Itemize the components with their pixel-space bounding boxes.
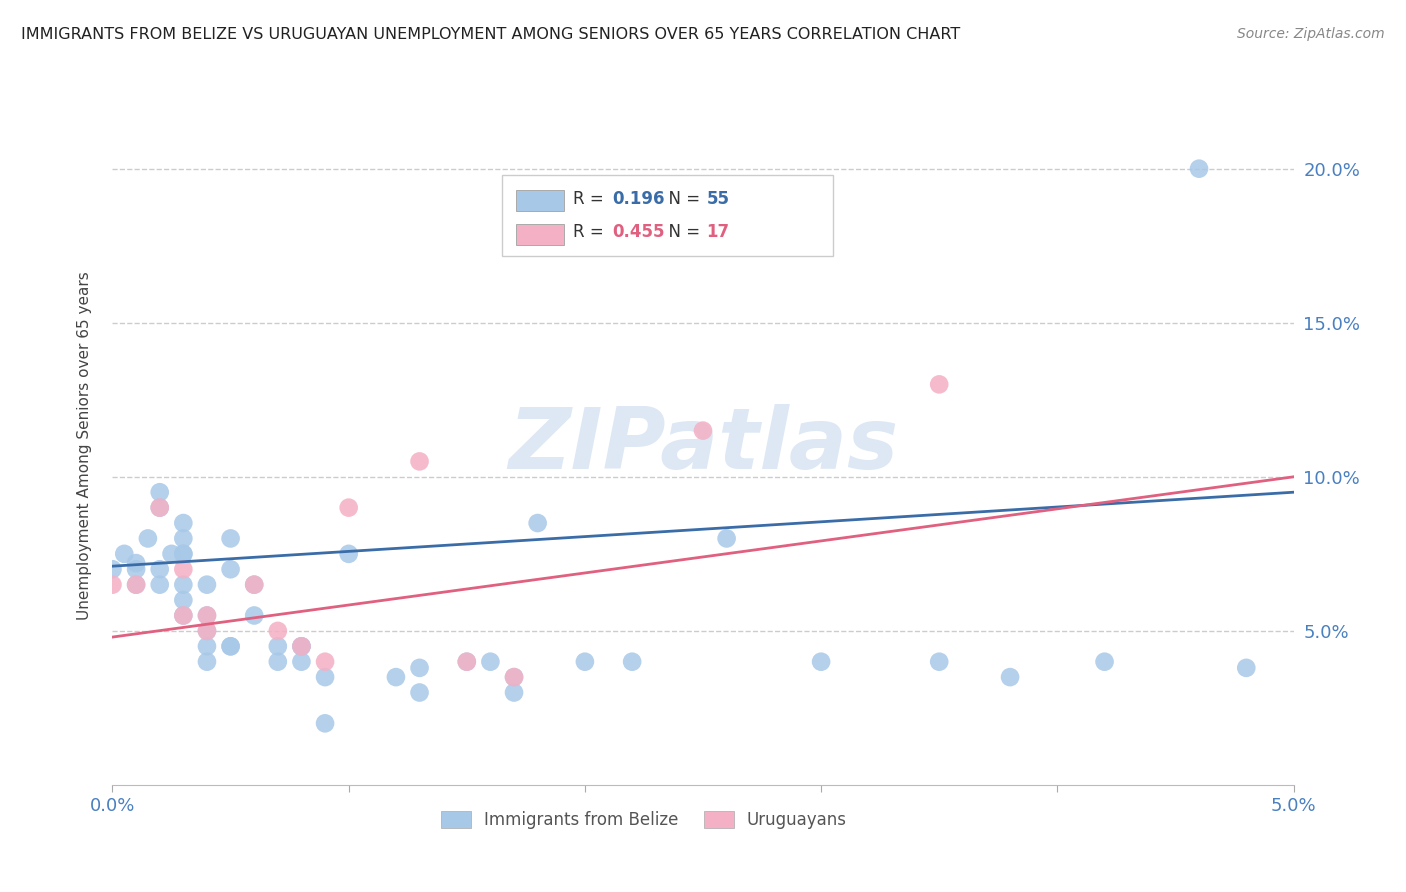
Point [810, 655, 832, 669]
Point [456, 655, 478, 669]
Point [267, 655, 290, 669]
Point [172, 547, 194, 561]
Point [408, 685, 430, 699]
Point [136, 532, 159, 546]
Point [668, 223, 690, 237]
Point [195, 608, 218, 623]
Point [195, 640, 218, 654]
Point [149, 577, 172, 591]
Point [195, 624, 218, 638]
Point [337, 500, 360, 515]
Point [219, 640, 242, 654]
Point [172, 593, 194, 607]
Point [149, 500, 172, 515]
Point [267, 640, 290, 654]
Point [219, 562, 242, 576]
Point [503, 670, 526, 684]
Point [290, 640, 312, 654]
Point [928, 377, 950, 392]
Point [219, 640, 242, 654]
Point [337, 547, 360, 561]
Point [172, 516, 194, 530]
Point [314, 655, 336, 669]
Point [172, 547, 194, 561]
Point [172, 532, 194, 546]
Point [998, 670, 1021, 684]
Point [574, 655, 596, 669]
Point [621, 655, 644, 669]
Point [408, 454, 430, 468]
Point [112, 547, 135, 561]
Point [479, 655, 502, 669]
Y-axis label: Unemployment Among Seniors over 65 years: Unemployment Among Seniors over 65 years [77, 272, 91, 620]
Point [149, 500, 172, 515]
Point [125, 577, 148, 591]
Point [928, 655, 950, 669]
Legend: Immigrants from Belize, Uruguayans: Immigrants from Belize, Uruguayans [433, 803, 855, 838]
Point [149, 562, 172, 576]
Point [243, 577, 266, 591]
FancyBboxPatch shape [516, 190, 564, 211]
Point [125, 556, 148, 570]
Text: N =: N = [658, 190, 706, 208]
Point [195, 608, 218, 623]
Text: ZIPatlas: ZIPatlas [508, 404, 898, 488]
Point [1188, 161, 1211, 176]
Point [243, 577, 266, 591]
Point [195, 577, 218, 591]
Point [526, 516, 548, 530]
Point [160, 547, 183, 561]
Point [408, 661, 430, 675]
Point [314, 716, 336, 731]
Text: R =: R = [574, 224, 609, 242]
Point [1094, 655, 1116, 669]
Point [385, 670, 408, 684]
Point [692, 424, 714, 438]
Text: 0.196: 0.196 [612, 190, 665, 208]
Point [172, 608, 194, 623]
Point [290, 655, 312, 669]
Point [101, 577, 124, 591]
FancyBboxPatch shape [502, 175, 832, 256]
Point [195, 624, 218, 638]
Point [267, 624, 290, 638]
Point [172, 577, 194, 591]
Point [1234, 661, 1257, 675]
Point [456, 655, 478, 669]
Point [314, 670, 336, 684]
Point [195, 655, 218, 669]
Point [219, 532, 242, 546]
Point [149, 485, 172, 500]
Point [290, 640, 312, 654]
Text: Source: ZipAtlas.com: Source: ZipAtlas.com [1237, 27, 1385, 41]
FancyBboxPatch shape [516, 224, 564, 244]
Point [716, 532, 738, 546]
Point [503, 685, 526, 699]
Point [172, 562, 194, 576]
Point [243, 608, 266, 623]
Point [290, 640, 312, 654]
Point [172, 608, 194, 623]
Point [503, 670, 526, 684]
Text: R =: R = [574, 190, 609, 208]
Text: 55: 55 [707, 190, 730, 208]
Text: IMMIGRANTS FROM BELIZE VS URUGUAYAN UNEMPLOYMENT AMONG SENIORS OVER 65 YEARS COR: IMMIGRANTS FROM BELIZE VS URUGUAYAN UNEM… [21, 27, 960, 42]
Point [101, 562, 124, 576]
Text: 0.455: 0.455 [612, 224, 665, 242]
Point [125, 562, 148, 576]
Point [125, 577, 148, 591]
Text: N =: N = [658, 224, 706, 242]
Text: 17: 17 [707, 224, 730, 242]
